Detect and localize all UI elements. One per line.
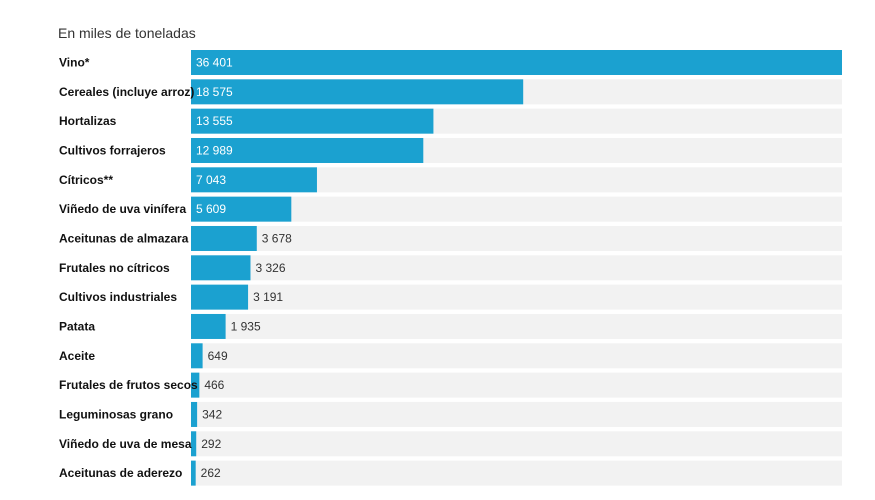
bar <box>191 401 198 427</box>
bar <box>191 255 251 281</box>
bar <box>191 313 226 339</box>
category-label: Viñedo de uva vinífera <box>59 202 186 216</box>
bar-track <box>191 255 842 281</box>
bar <box>191 343 203 369</box>
value-label: 7 043 <box>196 173 226 187</box>
category-label: Vino* <box>59 56 90 70</box>
bar <box>191 431 197 457</box>
value-label: 12 989 <box>196 143 233 157</box>
bar-track <box>191 372 842 398</box>
category-label: Frutales no cítricos <box>59 261 170 275</box>
bar-track <box>191 431 842 457</box>
category-label: Patata <box>59 319 95 333</box>
bar-track <box>191 284 842 310</box>
value-label: 1 935 <box>231 319 261 333</box>
chart-subtitle: En miles de toneladas <box>58 25 196 41</box>
value-label: 3 678 <box>262 231 292 245</box>
category-label: Viñedo de uva de mesa <box>59 437 192 451</box>
bar <box>191 79 524 105</box>
value-label: 13 555 <box>196 114 233 128</box>
value-label: 342 <box>202 407 222 421</box>
category-label: Frutales de frutos secos <box>59 378 198 392</box>
value-label: 18 575 <box>196 85 233 99</box>
category-label: Aceitunas de almazara <box>59 231 189 245</box>
category-label: Aceitunas de aderezo <box>59 466 182 480</box>
bar <box>191 372 200 398</box>
bar <box>191 196 292 222</box>
category-label: Hortalizas <box>59 114 117 128</box>
category-label: Cultivos industriales <box>59 290 177 304</box>
value-label: 3 191 <box>253 290 283 304</box>
bar-track <box>191 343 842 369</box>
value-label: 3 326 <box>255 261 285 275</box>
bar-track <box>191 225 842 251</box>
category-label: Cereales (incluye arroz) <box>59 85 194 99</box>
bar-track <box>191 313 842 339</box>
value-label: 649 <box>208 349 228 363</box>
bar <box>191 137 424 163</box>
bar-track <box>191 401 842 427</box>
category-label: Cítricos** <box>59 173 113 187</box>
value-label: 292 <box>201 437 221 451</box>
bar-track <box>191 460 842 486</box>
bar <box>191 167 317 193</box>
bar <box>191 284 249 310</box>
value-label: 5 609 <box>196 202 226 216</box>
category-label: Cultivos forrajeros <box>59 143 166 157</box>
value-label: 262 <box>201 466 221 480</box>
value-label: 36 401 <box>196 56 233 70</box>
bar-track <box>191 196 842 222</box>
bar <box>191 50 842 75</box>
bar <box>191 225 257 251</box>
category-label: Aceite <box>59 349 95 363</box>
category-label: Leguminosas grano <box>59 407 173 421</box>
bar <box>191 108 434 134</box>
bar <box>191 460 196 486</box>
value-label: 466 <box>204 378 224 392</box>
